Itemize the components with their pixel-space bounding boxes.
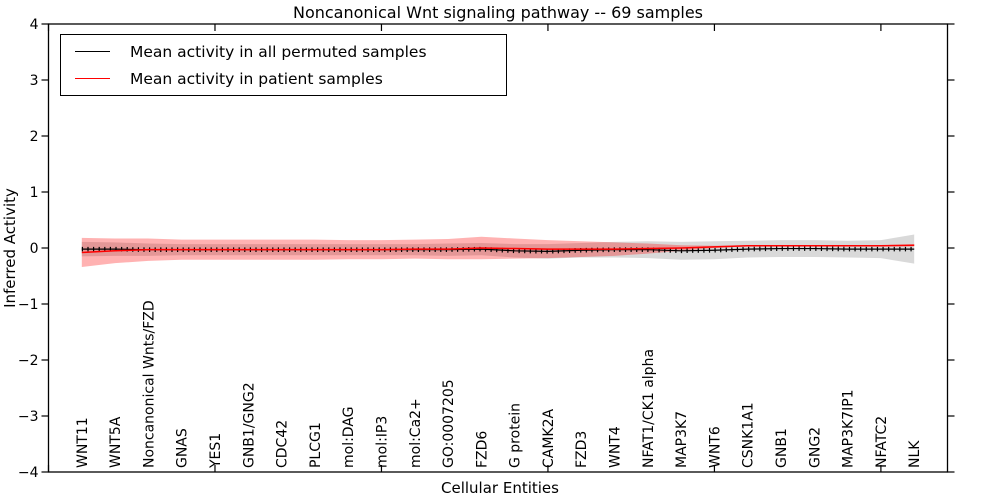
x-tick-label: NFATC2 [874,416,890,468]
x-tick-label: CAMK2A [541,408,557,468]
legend-line-sample-red [75,78,110,79]
x-tick-label: WNT11 [75,417,91,468]
legend: Mean activity in all permuted samples Me… [60,34,507,96]
chart-title: Noncanonical Wnt signaling pathway -- 69… [292,3,704,22]
y-tick-label: 2 [30,129,39,145]
x-tick-label: mol:DAG [341,406,357,468]
x-tick-label: GNG2 [807,427,823,468]
x-tick-label: mol:IP3 [374,416,390,468]
y-tick-label: 1 [30,185,39,201]
y-tick-label: −4 [18,465,39,481]
line-mean-patient [81,244,915,254]
y-tick-label: −3 [18,409,39,425]
legend-line-sample-black [75,51,110,52]
x-tick-label: NFAT1/CK1 alpha [641,349,657,468]
legend-label: Mean activity in all permuted samples [130,42,427,61]
x-tick-label: WNT5A [108,416,124,468]
x-tick-label: GNB1/GNG2 [241,382,257,468]
legend-label: Mean activity in patient samples [130,69,383,88]
legend-item-permuted: Mean activity in all permuted samples [61,39,506,65]
x-tick-label: Noncanonical Wnts/FZD [141,300,157,468]
legend-item-patient: Mean activity in patient samples [61,66,506,92]
x-tick-label: GNB1 [774,428,790,468]
y-tick-label: 4 [30,17,39,33]
x-tick-label: YES1 [208,433,224,469]
x-tick-label: FZD3 [574,431,590,468]
x-tick-label: GO:0007205 [441,379,457,468]
x-tick-label: CDC42 [275,420,291,468]
y-tick-label: −2 [18,353,39,369]
x-tick-label: PLCG1 [308,422,324,468]
band-permuted-std [81,234,915,264]
x-tick-label: MAP3K7 [674,411,690,468]
x-tick-label: mol:Ca2+ [408,398,424,468]
x-tick-label: WNT4 [608,426,624,468]
x-axis-label: Cellular Entities [441,479,559,497]
y-tick-label: −1 [18,297,39,313]
x-tick-label: CSNK1A1 [741,402,757,468]
x-tick-label: WNT6 [707,426,723,468]
y-tick-label: 0 [30,241,39,257]
y-tick-label: 3 [30,73,39,89]
x-tick-label: NLK [907,440,923,468]
band-patient-std [81,236,915,268]
x-tick-label: GNAS [175,428,191,468]
x-tick-label: FZD6 [474,431,490,468]
x-tick-label: MAP3K7IP1 [841,389,857,468]
x-tick-label: G protein [508,403,524,468]
y-axis-label: Inferred Activity [1,188,19,308]
